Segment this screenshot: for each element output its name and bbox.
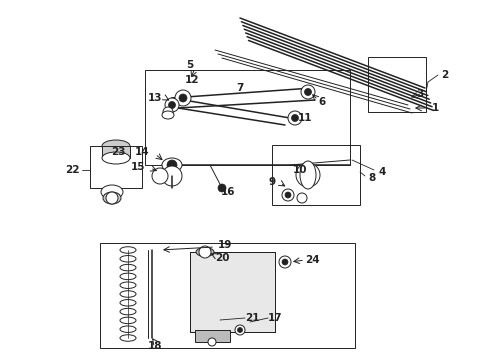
- Ellipse shape: [101, 185, 123, 199]
- Text: 7: 7: [236, 83, 244, 93]
- Circle shape: [179, 94, 187, 102]
- Text: 9: 9: [269, 177, 275, 187]
- Text: 13: 13: [148, 93, 162, 103]
- Circle shape: [167, 160, 177, 170]
- Text: 12: 12: [185, 75, 199, 85]
- Circle shape: [297, 193, 307, 203]
- Circle shape: [238, 328, 243, 333]
- Circle shape: [152, 168, 168, 184]
- Circle shape: [296, 163, 320, 187]
- Circle shape: [292, 114, 298, 122]
- Bar: [190, 252, 275, 332]
- Bar: [195, 330, 230, 342]
- Ellipse shape: [120, 264, 136, 271]
- Text: 22: 22: [65, 165, 79, 175]
- Text: 19: 19: [218, 240, 232, 250]
- Bar: [100, 243, 355, 348]
- Text: 21: 21: [245, 313, 259, 323]
- Ellipse shape: [300, 161, 316, 189]
- Bar: [102, 146, 130, 158]
- Text: 15: 15: [131, 162, 145, 172]
- Bar: [272, 145, 360, 205]
- Circle shape: [199, 246, 211, 258]
- Text: 5: 5: [186, 60, 194, 70]
- Ellipse shape: [120, 300, 136, 306]
- Circle shape: [175, 90, 191, 106]
- Bar: [90, 146, 142, 188]
- Text: 8: 8: [368, 173, 376, 183]
- Ellipse shape: [120, 273, 136, 280]
- Text: 18: 18: [148, 341, 162, 351]
- Ellipse shape: [120, 326, 136, 332]
- Text: 6: 6: [318, 97, 326, 107]
- Circle shape: [235, 325, 245, 335]
- Circle shape: [285, 192, 291, 198]
- Circle shape: [208, 338, 216, 346]
- Circle shape: [282, 189, 294, 201]
- Circle shape: [165, 98, 179, 112]
- Ellipse shape: [162, 158, 182, 172]
- Text: 2: 2: [441, 70, 449, 80]
- Ellipse shape: [120, 247, 136, 253]
- Circle shape: [279, 256, 291, 268]
- Text: 10: 10: [293, 165, 307, 175]
- Text: 4: 4: [378, 167, 386, 177]
- Text: 23: 23: [111, 147, 125, 157]
- Ellipse shape: [102, 152, 130, 164]
- Text: 11: 11: [298, 113, 312, 123]
- Circle shape: [218, 184, 226, 192]
- Ellipse shape: [120, 256, 136, 262]
- Ellipse shape: [120, 291, 136, 297]
- Ellipse shape: [120, 317, 136, 324]
- Circle shape: [304, 89, 312, 95]
- Text: 14: 14: [135, 147, 149, 157]
- Bar: [145, 70, 350, 165]
- Ellipse shape: [120, 335, 136, 341]
- Ellipse shape: [196, 248, 214, 256]
- Circle shape: [163, 107, 173, 117]
- Circle shape: [303, 170, 313, 180]
- Bar: [368, 57, 426, 112]
- Text: 20: 20: [215, 253, 229, 263]
- Text: 16: 16: [221, 187, 235, 197]
- Ellipse shape: [102, 140, 130, 152]
- Text: 3: 3: [416, 89, 424, 99]
- Ellipse shape: [120, 309, 136, 315]
- Text: 17: 17: [268, 313, 282, 323]
- Ellipse shape: [103, 192, 121, 204]
- Text: 24: 24: [305, 255, 319, 265]
- Circle shape: [169, 102, 175, 108]
- Circle shape: [106, 192, 118, 204]
- Circle shape: [301, 85, 315, 99]
- Ellipse shape: [162, 111, 174, 119]
- Ellipse shape: [120, 282, 136, 288]
- Circle shape: [162, 166, 182, 186]
- Circle shape: [288, 111, 302, 125]
- Circle shape: [282, 259, 288, 265]
- Text: 1: 1: [431, 103, 439, 113]
- Bar: [190, 252, 275, 332]
